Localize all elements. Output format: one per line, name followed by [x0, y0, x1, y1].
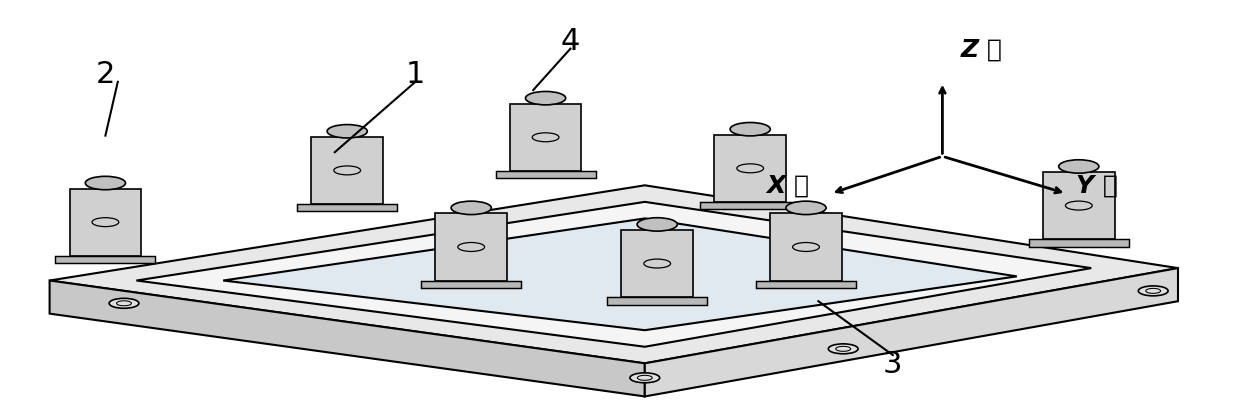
- Polygon shape: [223, 219, 1017, 330]
- Polygon shape: [714, 135, 786, 202]
- Polygon shape: [435, 214, 507, 281]
- Polygon shape: [50, 281, 645, 396]
- Polygon shape: [645, 268, 1178, 396]
- Circle shape: [451, 202, 491, 215]
- Circle shape: [730, 123, 770, 137]
- Circle shape: [109, 299, 139, 309]
- Polygon shape: [298, 204, 397, 212]
- Circle shape: [1059, 160, 1099, 174]
- Polygon shape: [701, 202, 800, 210]
- Text: 2: 2: [95, 60, 115, 89]
- Polygon shape: [56, 256, 155, 263]
- Circle shape: [637, 218, 677, 232]
- Polygon shape: [50, 186, 1178, 363]
- Polygon shape: [311, 138, 383, 204]
- Polygon shape: [510, 104, 582, 171]
- Polygon shape: [756, 281, 856, 288]
- Circle shape: [526, 92, 565, 106]
- Circle shape: [828, 344, 858, 354]
- Circle shape: [327, 125, 367, 139]
- Polygon shape: [136, 202, 1091, 347]
- Text: 4: 4: [560, 27, 580, 56]
- Polygon shape: [422, 281, 521, 288]
- Text: Z 轴: Z 轴: [961, 38, 1003, 62]
- Circle shape: [630, 373, 660, 383]
- Text: 3: 3: [883, 349, 903, 378]
- Polygon shape: [1029, 240, 1128, 247]
- Polygon shape: [621, 230, 693, 297]
- Polygon shape: [1043, 173, 1115, 240]
- Text: 1: 1: [405, 60, 425, 89]
- Polygon shape: [770, 214, 842, 281]
- Circle shape: [86, 177, 125, 190]
- Circle shape: [1138, 286, 1168, 296]
- Circle shape: [786, 202, 826, 215]
- Polygon shape: [608, 297, 707, 305]
- Text: X 轴: X 轴: [766, 173, 808, 197]
- Polygon shape: [496, 171, 595, 179]
- Text: Y 轴: Y 轴: [1076, 173, 1118, 197]
- Polygon shape: [69, 189, 141, 256]
